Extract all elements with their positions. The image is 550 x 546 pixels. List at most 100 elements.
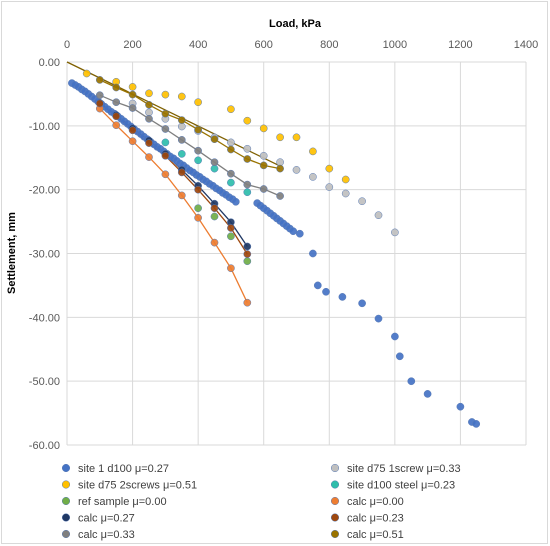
data-point: [227, 224, 235, 232]
legend-entry: site d75 1screw μ=0.33: [347, 463, 461, 475]
data-point: [341, 189, 350, 198]
data-point: [325, 183, 334, 191]
data-point: [243, 257, 252, 266]
data-point: [358, 299, 366, 308]
data-point: [276, 158, 284, 167]
data-point: [338, 293, 347, 301]
series-line: [99, 102, 248, 247]
x-tick-label: 400: [189, 39, 207, 51]
data-point: [95, 99, 104, 108]
data-point: [243, 180, 252, 189]
data-point: [177, 168, 186, 177]
y-tick-label: -40.00: [29, 312, 60, 324]
y-tick-label: -50.00: [29, 376, 60, 388]
legend-entry: calc μ=0.51: [347, 529, 404, 541]
data-point: [227, 232, 235, 241]
data-point: [259, 185, 268, 193]
data-point: [194, 185, 202, 194]
data-point: [243, 188, 252, 197]
legend-entry: site 1 d100 μ=0.27: [78, 463, 169, 475]
legend-marker: [61, 513, 71, 522]
data-point: [177, 92, 186, 101]
data-point: [194, 146, 202, 155]
data-point: [276, 164, 284, 173]
data-point: [309, 249, 317, 258]
data-point: [161, 125, 170, 133]
data-point: [456, 402, 465, 411]
x-axis-title: Load, kPa: [269, 18, 322, 30]
legend-entry: site d100 steel μ=0.23: [347, 480, 455, 492]
data-point: [309, 147, 317, 156]
data-point: [259, 124, 268, 133]
data-point: [95, 91, 104, 100]
data-point: [292, 133, 301, 142]
data-point: [194, 125, 202, 134]
data-point: [309, 173, 317, 181]
data-point: [161, 151, 170, 160]
y-tick-label: 0.00: [39, 57, 60, 69]
data-point: [243, 116, 252, 125]
data-point: [128, 83, 137, 91]
data-point: [374, 314, 383, 323]
data-point: [395, 352, 404, 361]
legend-entry: calc μ=0.00: [347, 496, 404, 508]
x-tick-label: 0: [64, 39, 70, 51]
data-point: [313, 281, 322, 290]
data-point: [259, 151, 268, 160]
data-point: [341, 175, 350, 184]
data-point: [128, 137, 137, 146]
legend-entry: ref sample μ=0.00: [78, 496, 167, 508]
data-point: [243, 250, 252, 258]
data-point: [243, 298, 252, 307]
data-point: [112, 112, 121, 121]
data-point: [407, 377, 416, 386]
x-tick-label: 600: [255, 39, 273, 51]
legend-entry: site d75 2screws μ=0.51: [78, 480, 197, 492]
data-point: [276, 192, 284, 200]
data-point: [423, 390, 432, 398]
x-tick-label: 800: [320, 39, 338, 51]
data-point: [161, 138, 170, 147]
data-point: [472, 420, 481, 428]
legend-entry: calc μ=0.23: [347, 513, 404, 525]
data-point: [391, 332, 399, 341]
data-point: [210, 212, 219, 221]
series-points: [68, 69, 481, 428]
legend-marker: [330, 513, 340, 522]
x-tick-labels: 0 200 400 600 800 1000 1200 1400: [64, 39, 538, 51]
data-point: [177, 136, 186, 144]
data-point: [210, 158, 219, 167]
data-point: [128, 104, 137, 112]
data-point: [161, 170, 170, 179]
legend-marker: [330, 529, 340, 539]
legend-entry: calc μ=0.27: [78, 513, 135, 525]
data-point: [95, 76, 104, 84]
legend-marker: [330, 480, 340, 489]
data-point: [210, 164, 219, 173]
data-point: [243, 242, 252, 251]
data-point: [243, 155, 252, 163]
data-point: [210, 204, 219, 213]
data-point: [194, 98, 202, 107]
x-tick-label: 1400: [514, 39, 538, 51]
y-tick-label: -60.00: [29, 440, 60, 452]
series-line: [99, 108, 248, 303]
data-point: [145, 89, 153, 98]
y-tick-label: -30.00: [29, 249, 60, 261]
y-axis-title: Settlement, mm: [6, 212, 18, 294]
data-point: [194, 204, 202, 213]
data-point: [259, 161, 268, 170]
data-point: [112, 98, 121, 107]
y-tick-label: -10.00: [29, 121, 60, 133]
data-point: [161, 90, 170, 99]
data-point: [227, 105, 235, 114]
data-point: [112, 121, 121, 130]
data-point: [145, 153, 153, 161]
data-point: [295, 229, 304, 238]
legend-marker: [61, 480, 71, 489]
y-tick-label: -20.00: [29, 185, 60, 197]
data-point: [145, 100, 153, 109]
legend: site 1 d100 μ=0.27 site d75 1screw μ=0.33…: [61, 463, 461, 541]
data-point: [227, 178, 235, 187]
data-point: [227, 169, 235, 178]
